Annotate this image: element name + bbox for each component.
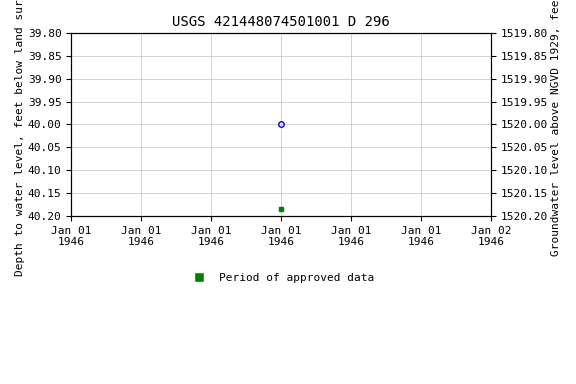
- Legend: Period of approved data: Period of approved data: [184, 268, 379, 287]
- Title: USGS 421448074501001 D 296: USGS 421448074501001 D 296: [172, 15, 390, 29]
- Y-axis label: Groundwater level above NGVD 1929, feet: Groundwater level above NGVD 1929, feet: [551, 0, 561, 256]
- Y-axis label: Depth to water level, feet below land surface: Depth to water level, feet below land su…: [15, 0, 25, 276]
